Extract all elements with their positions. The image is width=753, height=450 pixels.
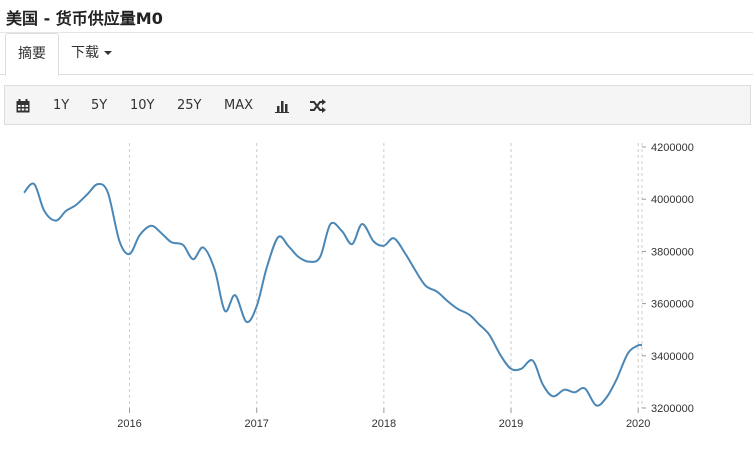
y-tick-label: 3600000 [651, 299, 694, 311]
tab-summary[interactable]: 摘要 [5, 33, 59, 76]
y-tick-label: 4200000 [651, 142, 694, 154]
range-25y-button[interactable]: 25Y [177, 98, 202, 113]
tab-download-label: 下载 [71, 45, 99, 61]
y-tick-label: 3800000 [651, 246, 694, 258]
x-tick-label: 2018 [372, 418, 396, 430]
range-1y-button[interactable]: 1Y [53, 98, 70, 113]
page-title: 美国 - 货币供应量M0 [6, 9, 163, 28]
bar-chart-icon[interactable] [275, 86, 289, 126]
y-tick-label: 3200000 [651, 403, 694, 415]
range-5y-button[interactable]: 5Y [91, 98, 108, 113]
shuffle-icon[interactable] [310, 86, 326, 126]
range-10y-button[interactable]: 10Y [130, 98, 155, 113]
chart-toolbar: 1Y 5Y 10Y 25Y MAX [4, 85, 751, 125]
chart-area: 2016 2017 2018 2019 2020 3200000 3400000 360000… [0, 135, 753, 446]
x-tick-label: 2017 [244, 418, 268, 430]
caret-down-icon [104, 51, 112, 55]
range-max-button[interactable]: MAX [224, 98, 254, 113]
x-tick-label: 2020 [626, 418, 650, 430]
y-tick-label: 3400000 [651, 351, 694, 363]
x-tick-label: 2016 [117, 418, 141, 430]
tab-bar: 摘要 下载 [0, 33, 753, 76]
x-tick-label: 2019 [499, 418, 523, 430]
y-tick-label: 4000000 [651, 194, 694, 206]
series-line [23, 182, 643, 407]
tab-download[interactable]: 下载 [71, 33, 112, 74]
calendar-icon[interactable] [16, 86, 30, 126]
title-bar: 美国 - 货币供应量M0 [0, 0, 753, 33]
